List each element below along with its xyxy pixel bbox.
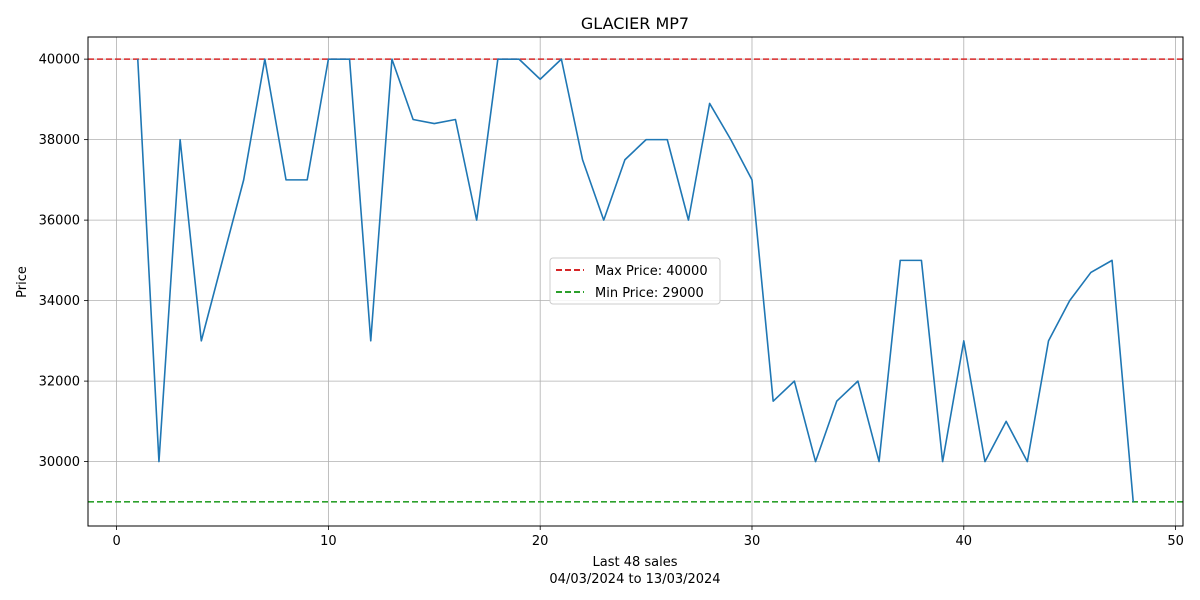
- data-point: [983, 459, 987, 463]
- data-point: [898, 258, 902, 262]
- legend: Max Price: 40000 Min Price: 29000: [549, 257, 721, 305]
- data-point: [1089, 270, 1093, 274]
- data-point: [1004, 419, 1008, 423]
- data-point: [411, 117, 415, 121]
- data-point: [157, 459, 161, 463]
- price-series-line: [136, 58, 1135, 502]
- data-point: [940, 459, 944, 463]
- legend-entry-max: Max Price: 40000: [595, 264, 708, 279]
- data-point: [856, 379, 860, 383]
- data-point: [729, 137, 733, 141]
- data-point: [623, 158, 627, 162]
- data-point: [517, 57, 521, 61]
- data-point: [453, 117, 457, 121]
- data-point: [474, 218, 478, 222]
- data-point: [326, 57, 330, 61]
- data-point: [220, 258, 224, 262]
- legend-box: [549, 257, 721, 305]
- data-point: [792, 379, 796, 383]
- data-point: [1110, 258, 1114, 262]
- data-point: [284, 178, 288, 182]
- data-point: [305, 178, 309, 182]
- data-point: [877, 459, 881, 463]
- data-point: [1046, 339, 1050, 343]
- x-tick-label: 30: [744, 534, 761, 549]
- data-point: [559, 57, 563, 61]
- data-point: [1067, 298, 1071, 302]
- x-axis-ticks: 0 10 20 30 40 50: [112, 526, 1184, 549]
- data-point: [1131, 500, 1135, 504]
- data-point: [686, 218, 690, 222]
- data-point: [263, 57, 267, 61]
- data-point: [707, 101, 711, 105]
- data-point: [602, 218, 606, 222]
- reference-lines: [88, 58, 1183, 503]
- chart-title: GLACIER MP7: [581, 14, 689, 33]
- y-axis-ticks: 30000 32000 34000 36000 38000 40000: [39, 53, 88, 470]
- data-point: [390, 57, 394, 61]
- y-tick-label: 36000: [39, 214, 80, 229]
- data-point: [538, 77, 542, 81]
- x-tick-label: 10: [320, 534, 337, 549]
- data-series: [136, 57, 1135, 504]
- y-tick-label: 30000: [39, 455, 80, 470]
- x-tick-label: 50: [1167, 534, 1184, 549]
- y-tick-label: 40000: [39, 53, 80, 68]
- data-point: [241, 178, 245, 182]
- y-tick-label: 32000: [39, 375, 80, 390]
- data-point: [813, 459, 817, 463]
- data-point: [347, 57, 351, 61]
- data-point: [665, 137, 669, 141]
- data-point: [771, 399, 775, 403]
- data-point: [1025, 459, 1029, 463]
- x-tick-label: 0: [112, 534, 120, 549]
- y-tick-label: 34000: [39, 294, 80, 309]
- data-point: [199, 339, 203, 343]
- data-point: [919, 258, 923, 262]
- plot-frame: [87, 36, 1184, 527]
- y-axis-label: Price: [15, 266, 30, 298]
- data-point: [136, 57, 140, 61]
- data-point: [496, 57, 500, 61]
- y-tick-label: 38000: [39, 133, 80, 148]
- x-tick-label: 20: [532, 534, 549, 549]
- x-tick-label: 40: [956, 534, 973, 549]
- data-point: [580, 158, 584, 162]
- data-point: [432, 121, 436, 125]
- data-point: [369, 339, 373, 343]
- data-point: [750, 178, 754, 182]
- x-axis-label: Last 48 sales: [592, 555, 677, 570]
- legend-entry-min: Min Price: 29000: [595, 286, 704, 301]
- data-point: [962, 339, 966, 343]
- x-axis-sublabel: 04/03/2024 to 13/03/2024: [549, 572, 720, 587]
- data-point: [178, 137, 182, 141]
- data-point: [644, 137, 648, 141]
- data-point: [835, 399, 839, 403]
